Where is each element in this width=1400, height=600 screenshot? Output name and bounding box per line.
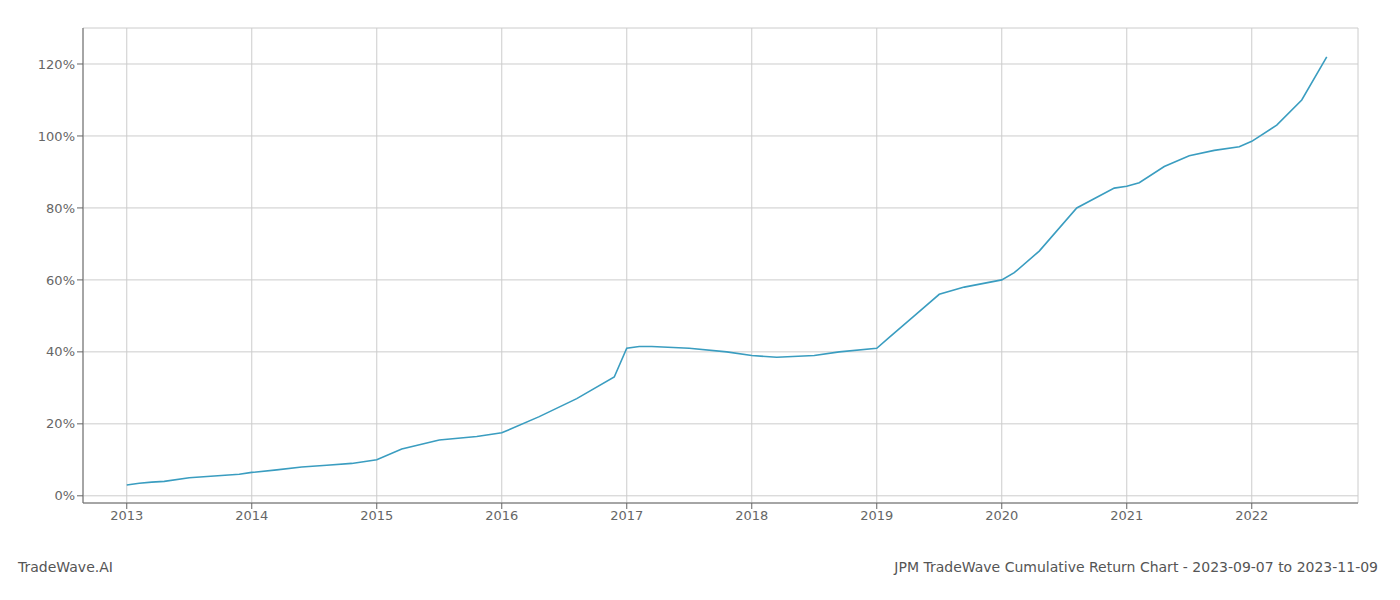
svg-text:120%: 120% [38, 57, 75, 72]
svg-text:2021: 2021 [1110, 508, 1143, 523]
svg-text:2015: 2015 [360, 508, 393, 523]
html-text:TradeWave.AI: TradeWave.AI [18, 559, 113, 575]
svg-text:60%: 60% [46, 273, 75, 288]
svg-text:20%: 20% [46, 416, 75, 431]
svg-text:2022: 2022 [1235, 508, 1268, 523]
svg-text:2019: 2019 [860, 508, 893, 523]
svg-text:40%: 40% [46, 344, 75, 359]
svg-text:2014: 2014 [235, 508, 268, 523]
svg-text:100%: 100% [38, 129, 75, 144]
svg-text:2018: 2018 [735, 508, 768, 523]
svg-text:2013: 2013 [110, 508, 143, 523]
svg-text:2017: 2017 [610, 508, 643, 523]
svg-text:2016: 2016 [485, 508, 518, 523]
html-text:JPM TradeWave Cumulative Retur: JPM TradeWave Cumulative Return Chart - … [894, 559, 1378, 575]
svg-text:2020: 2020 [985, 508, 1018, 523]
svg-text:80%: 80% [46, 201, 75, 216]
svg-text:0%: 0% [54, 488, 75, 503]
